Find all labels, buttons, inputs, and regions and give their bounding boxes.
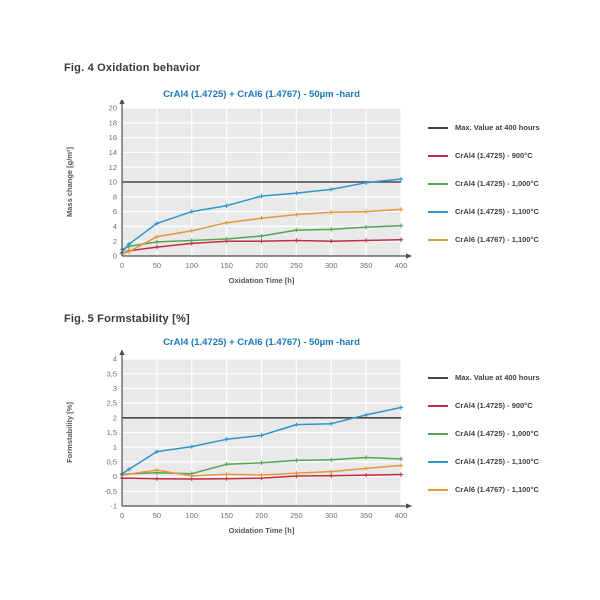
x-tick-label: 400: [395, 511, 408, 520]
x-tick-label: 350: [360, 261, 373, 270]
x-axis-label: Oxidation Time [h]: [229, 526, 295, 535]
x-axis-label: Oxidation Time [h]: [229, 276, 295, 285]
y-tick-label: 4: [113, 222, 117, 231]
legend-label: Max. Value at 400 hours: [455, 373, 540, 382]
y-tick-label: 14: [109, 148, 117, 157]
figure-4-heading: Fig. 4 Oxidation behavior: [64, 62, 201, 74]
tick-labels: 0 50 100 150 200 250 300 350 400 0 2 4 6 8 10 12 14 16 18 2…: [109, 104, 408, 270]
y-tick-label: 20: [109, 104, 117, 113]
legend-label: CrAl4 (1.4725) - 1,000°C: [455, 429, 539, 438]
legend-label: Max. Value at 400 hours: [455, 123, 540, 132]
series-3: [119, 207, 404, 256]
y-tick-label: 4: [113, 355, 117, 364]
legend-label: CrAl4 (1.4725) - 1,100°C: [455, 207, 539, 216]
series-1: [119, 455, 404, 477]
y-tick-label: 1: [113, 443, 117, 452]
x-tick-label: 0: [120, 261, 124, 270]
legend-item: CrAl4 (1.4725) - 1,000°C: [428, 427, 596, 440]
y-axis-label: Mass change [g/m²]: [65, 146, 74, 217]
legend-item: CrAl4 (1.4725) - 900°C: [428, 399, 596, 412]
formstability-chart-legend: Max. Value at 400 hours CrAl4 (1.4725) - …: [428, 371, 596, 511]
x-tick-label: 400: [395, 261, 408, 270]
y-tick-label: 0,5: [107, 458, 117, 467]
x-tick-label: 200: [255, 511, 268, 520]
y-tick-label: 6: [113, 207, 117, 216]
x-tick-label: 100: [185, 261, 198, 270]
legend-line-swatch: [428, 182, 448, 185]
formstability-chart: 0 50 100 150 200 250 300 350 400 -1 -0,5 0 0,5 1 1,5 2 2…: [65, 350, 412, 535]
y-axis-label: Formstability [%]: [65, 402, 74, 463]
axes: [119, 350, 412, 509]
legend-item: CrAl4 (1.4725) - 1,100°C: [428, 455, 596, 468]
y-tick-label: 2: [113, 413, 117, 422]
legend-label: CrAl4 (1.4725) - 1,100°C: [455, 457, 539, 466]
x-tick-label: 250: [290, 511, 303, 520]
series-0: [119, 472, 404, 482]
legend-item: Max. Value at 400 hours: [428, 371, 596, 384]
y-tick-label: 1,5: [107, 428, 117, 437]
x-tick-label: 50: [153, 261, 161, 270]
legend-line-swatch: [428, 460, 448, 463]
y-tick-label: 12: [109, 163, 117, 172]
x-tick-label: 100: [185, 511, 198, 520]
y-tick-label: 16: [109, 133, 117, 142]
x-tick-label: 150: [220, 261, 233, 270]
x-tick-label: 300: [325, 511, 338, 520]
legend-line-swatch: [428, 376, 448, 379]
x-tick-label: 350: [360, 511, 373, 520]
x-tick-label: 300: [325, 261, 338, 270]
figure-5-heading: Fig. 5 Formstability [%]: [64, 313, 190, 325]
tick-labels: 0 50 100 150 200 250 300 350 400 -1 -0,5 0 0,5 1 1,5 2 2…: [104, 355, 407, 520]
legend-line-swatch: [428, 432, 448, 435]
legend-item: CrAl4 (1.4725) - 1,100°C: [428, 205, 596, 218]
x-tick-label: 250: [290, 261, 303, 270]
legend-item: Max. Value at 400 hours: [428, 121, 596, 134]
y-tick-label: -0,5: [104, 487, 117, 496]
legend-label: CrAl4 (1.4725) - 1,000°C: [455, 179, 539, 188]
legend-line-swatch: [428, 488, 448, 491]
y-tick-label: 8: [113, 192, 117, 201]
y-tick-label: 2,5: [107, 399, 117, 408]
x-tick-label: 200: [255, 261, 268, 270]
legend-line-swatch: [428, 126, 448, 129]
x-tick-label: 0: [120, 511, 124, 520]
oxidation-chart-title: CrAl4 (1.4725) + CrAl6 (1.4767) - 50µm -…: [163, 89, 360, 100]
y-tick-label: 3: [113, 384, 117, 393]
legend-item: CrAl4 (1.4725) - 900°C: [428, 149, 596, 162]
y-tick-label: 10: [109, 178, 117, 187]
legend-line-swatch: [428, 238, 448, 241]
legend-label: CrAl6 (1.4767) - 1,100°C: [455, 235, 539, 244]
legend-label: CrAl4 (1.4725) - 900°C: [455, 151, 533, 160]
y-tick-label: 18: [109, 118, 117, 127]
legend-label: CrAl6 (1.4767) - 1,100°C: [455, 485, 539, 494]
y-tick-label: 2: [113, 237, 117, 246]
x-tick-label: 150: [220, 511, 233, 520]
y-tick-label: 0: [113, 252, 117, 261]
axes: [119, 100, 412, 259]
legend-item: CrAl4 (1.4725) - 1,000°C: [428, 177, 596, 190]
y-tick-label: 0: [113, 472, 117, 481]
legend-item: CrAl6 (1.4767) - 1,100°C: [428, 233, 596, 246]
y-tick-label: -1: [110, 502, 117, 511]
legend-label: CrAl4 (1.4725) - 900°C: [455, 401, 533, 410]
legend-line-swatch: [428, 154, 448, 157]
legend-line-swatch: [428, 210, 448, 213]
legend-item: CrAl6 (1.4767) - 1,100°C: [428, 483, 596, 496]
oxidation-chart-legend: Max. Value at 400 hours CrAl4 (1.4725) - …: [428, 121, 596, 261]
legend-line-swatch: [428, 404, 448, 407]
formstability-chart-title: CrAl4 (1.4725) + CrAl6 (1.4767) - 50µm -…: [163, 337, 360, 348]
oxidation-chart: 0 50 100 150 200 250 300 350 400 0 2 4 6 8 10 12 14 16 18 2…: [65, 100, 412, 285]
x-tick-label: 50: [153, 511, 161, 520]
y-tick-label: 3,5: [107, 369, 117, 378]
series-3: [119, 463, 404, 479]
